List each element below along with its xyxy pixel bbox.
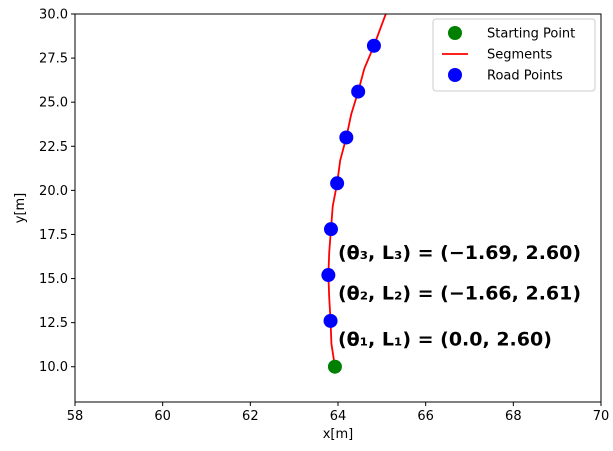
x-tick-label: 60 [154, 409, 171, 424]
road-points-marker [366, 38, 381, 53]
annotation-label: (θ₂, L₂) = (−1.66, 2.61) [338, 283, 581, 305]
y-tick-label: 12.5 [39, 316, 68, 331]
y-tick-label: 15.0 [39, 272, 68, 287]
x-tick-label: 70 [593, 409, 610, 424]
legend-swatch-starting-point [448, 26, 462, 40]
legend: Starting Point Segments Road Points [432, 18, 596, 92]
x-tick-label: 58 [67, 409, 84, 424]
y-tick-label: 22.5 [39, 140, 68, 155]
legend-label-starting-point: Starting Point [487, 27, 575, 42]
x-tick-label: 64 [330, 409, 347, 424]
y-tick-label: 20.0 [39, 184, 68, 199]
starting-point-marker [327, 359, 342, 374]
y-tick-label: 10.0 [39, 360, 68, 375]
y-tick-label: 25.0 [39, 96, 68, 111]
road-points-marker [323, 222, 338, 237]
road-points-marker [339, 130, 354, 145]
legend-box [432, 18, 596, 92]
x-axis: 58 60 62 64 66 68 70 [67, 402, 610, 424]
y-tick-label: 30.0 [39, 8, 68, 23]
x-tick-label: 66 [417, 409, 434, 424]
legend-swatch-road-points [448, 68, 462, 82]
y-tick-label: 17.5 [39, 228, 68, 243]
x-axis-label: x[m] [323, 427, 354, 442]
y-tick-label: 27.5 [39, 52, 68, 67]
road-points-marker [321, 268, 336, 283]
x-tick-label: 62 [242, 409, 259, 424]
y-axis-label: y[m] [13, 193, 28, 224]
y-axis: 10.0 12.5 15.0 17.5 20.0 22.5 25.0 27.5 30.0 [39, 8, 75, 375]
plot-area [321, 14, 387, 374]
road-points-marker [351, 84, 366, 99]
annotations: (θ₃, L₃) = (−1.69, 2.60) (θ₂, L₂) = (−1.6… [338, 242, 581, 350]
annotation-label: (θ₁, L₁) = (0.0, 2.60) [338, 329, 552, 351]
legend-label-road-points: Road Points [487, 69, 563, 84]
annotation-label: (θ₃, L₃) = (−1.69, 2.60) [338, 242, 581, 264]
road-points-marker [330, 176, 345, 191]
x-tick-label: 68 [505, 409, 522, 424]
legend-label-segments: Segments [487, 48, 553, 63]
road-points-marker [323, 313, 338, 328]
